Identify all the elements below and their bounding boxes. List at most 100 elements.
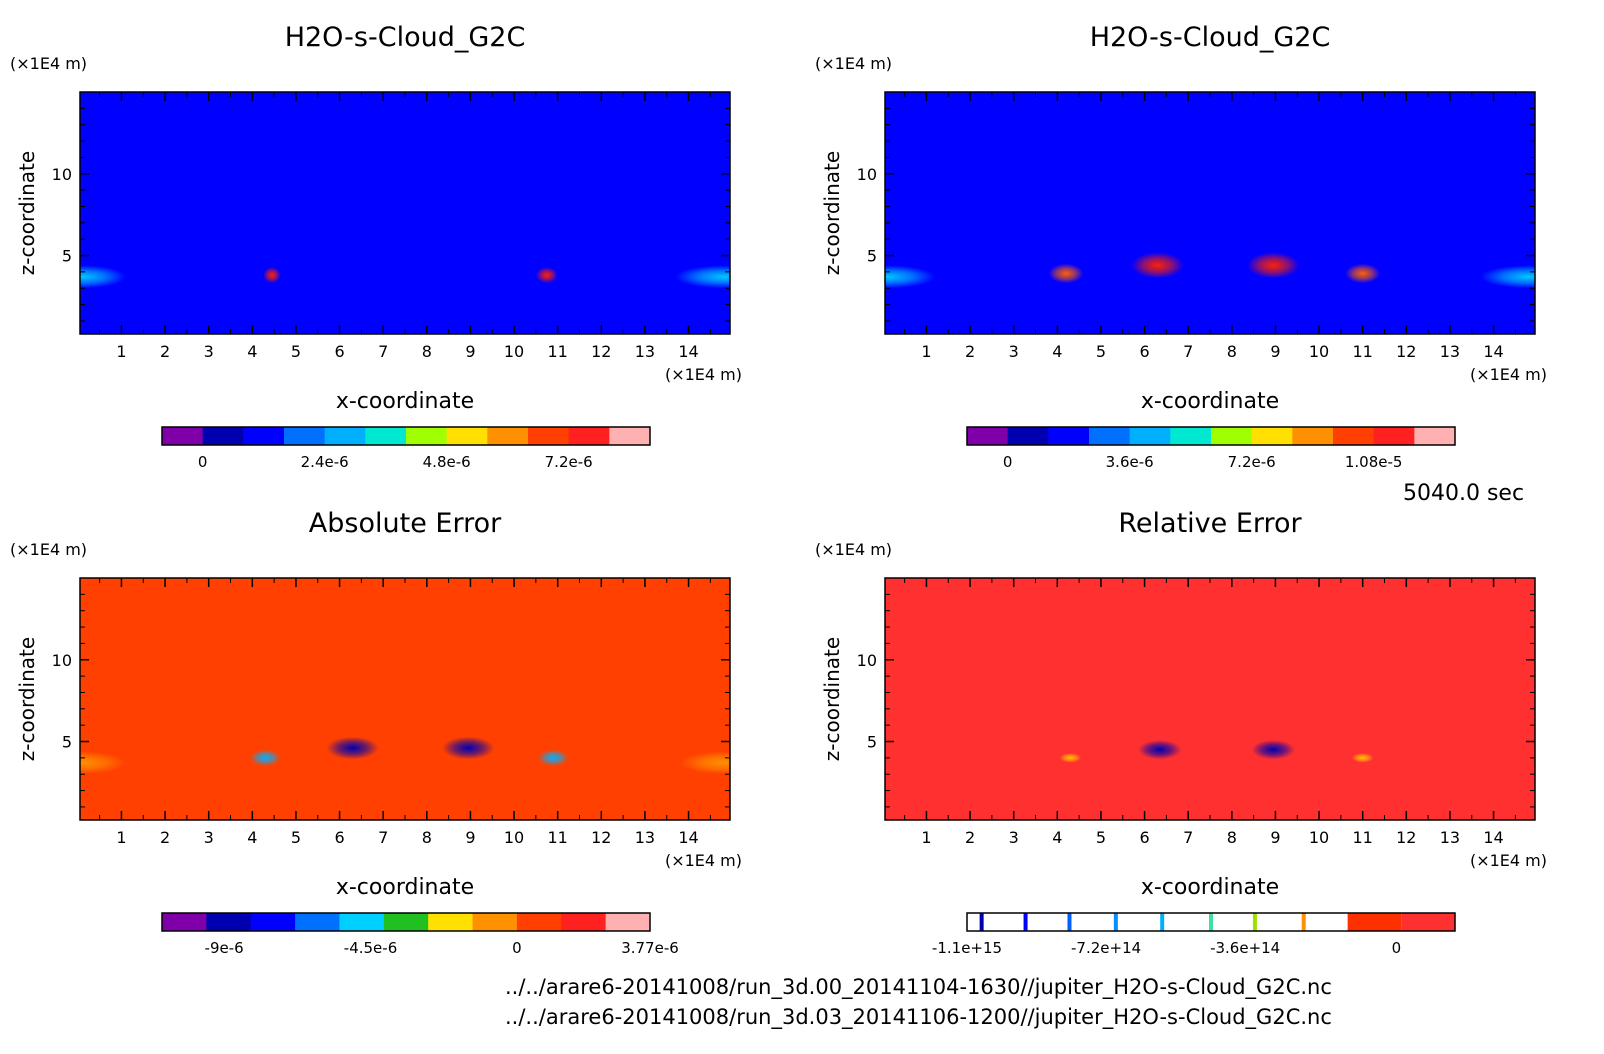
- colorbar-level-line: [1252, 913, 1257, 931]
- colorbar-segment: [324, 427, 366, 445]
- x-tick-label: 11: [548, 342, 568, 361]
- x-tick-label: 8: [1227, 828, 1237, 847]
- x-tick-label: 5: [291, 828, 301, 847]
- x-tick-label: 6: [334, 342, 344, 361]
- x-tick-label: 7: [378, 828, 388, 847]
- colorbar-label: 3.6e-6: [1106, 453, 1154, 471]
- colorbar-segment: [472, 913, 518, 931]
- colorbar-label: -7.2e+14: [1071, 939, 1141, 957]
- x-unit-label: (×1E4 m): [665, 851, 742, 870]
- x-tick-label: 2: [160, 828, 170, 847]
- colorbar-segment: [446, 427, 488, 445]
- x-tick-label: 8: [422, 342, 432, 361]
- data-feature: [80, 265, 126, 289]
- x-tick-label: 4: [247, 342, 257, 361]
- y-unit-label: (×1E4 m): [815, 540, 892, 559]
- x-tick-label: 10: [1309, 342, 1329, 361]
- x-unit-label: (×1E4 m): [665, 365, 742, 384]
- field: [80, 92, 730, 334]
- x-tick-label: 7: [1183, 342, 1193, 361]
- x-tick-label: 6: [1139, 828, 1149, 847]
- data-feature: [679, 751, 730, 775]
- x-tick-label: 5: [291, 342, 301, 361]
- y-axis-label: z-coordinate: [820, 151, 844, 275]
- colorbar-segment: [1347, 913, 1402, 931]
- colorbar-frame: [161, 426, 651, 446]
- colorbar-label: 0: [1392, 939, 1402, 957]
- x-tick-label: 3: [204, 342, 214, 361]
- y-tick-label: 5: [867, 733, 877, 752]
- data-feature: [1247, 252, 1300, 279]
- colorbar-segment: [1048, 427, 1090, 445]
- colorbar-frame: [161, 912, 651, 932]
- x-unit-label: (×1E4 m): [1470, 365, 1547, 384]
- x-tick-label: 12: [1396, 828, 1416, 847]
- y-tick-label: 10: [52, 651, 72, 670]
- colorbar-segment: [1373, 427, 1415, 445]
- panel-2: H2O-s-Cloud_G2C(×1E4 m)(×1E4 m)1 2 3 4 5 6 7 8 9…: [815, 22, 1547, 471]
- data-feature: [1131, 252, 1184, 279]
- colorbar-segment: [250, 913, 296, 931]
- x-tick-label: 12: [1396, 342, 1416, 361]
- footer-path-1: ../../arare6-20141008/run_3d.00_20141104…: [505, 975, 1332, 999]
- colorbar-label: 7.2e-6: [545, 453, 593, 471]
- data-feature: [80, 751, 126, 775]
- colorbar-level-line: [1023, 913, 1028, 931]
- x-tick-label: 3: [1009, 342, 1019, 361]
- colorbar-segment: [1333, 427, 1375, 445]
- x-tick-label: 14: [678, 828, 698, 847]
- colorbar-segment: [568, 427, 610, 445]
- colorbar-segment: [206, 913, 252, 931]
- colorbar-level-line: [1209, 913, 1213, 931]
- field: [80, 578, 730, 820]
- x-tick-label: 6: [334, 828, 344, 847]
- colorbar-segment: [1251, 427, 1293, 445]
- x-tick-label: 8: [1227, 342, 1237, 361]
- colorbar-segment: [383, 913, 429, 931]
- x-tick-label: 12: [591, 342, 611, 361]
- colorbar-label: 2.4e-6: [301, 453, 349, 471]
- x-tick-label: 1: [921, 342, 931, 361]
- footer-path-2: ../../arare6-20141008/run_3d.03_20141106…: [505, 1005, 1332, 1029]
- x-tick-label: 8: [422, 828, 432, 847]
- colorbar-segment: [561, 913, 607, 931]
- y-tick-label: 5: [62, 247, 72, 266]
- data-feature: [1138, 739, 1182, 760]
- x-tick-label: 2: [965, 828, 975, 847]
- colorbar-segment: [162, 913, 207, 931]
- colorbar: -9e-6 -4.5e-6 0 3.77e-6: [161, 912, 679, 957]
- panel-title: Relative Error: [1118, 508, 1302, 539]
- time-stamp: 5040.0 sec: [1403, 481, 1525, 506]
- x-tick-label: 4: [1052, 828, 1062, 847]
- field-background: [80, 578, 730, 820]
- colorbar-label: 4.8e-6: [423, 453, 471, 471]
- y-tick-label: 5: [867, 247, 877, 266]
- data-feature: [1059, 752, 1082, 763]
- colorbar-segment: [1211, 427, 1253, 445]
- colorbar: 0 3.6e-6 7.2e-6 1.08e-5: [966, 426, 1456, 471]
- colorbar-label: -4.5e-6: [344, 939, 397, 957]
- panel-title: Absolute Error: [309, 508, 502, 539]
- y-axis-label: z-coordinate: [15, 637, 39, 761]
- data-feature: [1480, 265, 1535, 289]
- y-tick-label: 5: [62, 733, 72, 752]
- y-unit-label: (×1E4 m): [10, 540, 87, 559]
- colorbar-segment: [162, 427, 204, 445]
- colorbar-segment: [202, 427, 244, 445]
- colorbar-level-line: [1067, 913, 1072, 931]
- x-tick-label: 11: [548, 828, 568, 847]
- y-unit-label: (×1E4 m): [10, 54, 87, 73]
- x-axis-label: x-coordinate: [1141, 875, 1279, 900]
- x-tick-label: 14: [1483, 828, 1503, 847]
- colorbar-frame: [966, 426, 1456, 446]
- colorbar-segment: [487, 427, 529, 445]
- x-tick-label: 9: [1270, 828, 1280, 847]
- colorbar-segment: [609, 427, 651, 445]
- x-tick-label: 9: [465, 342, 475, 361]
- x-axis-label: x-coordinate: [336, 389, 474, 414]
- colorbar-level-line: [1113, 913, 1118, 931]
- data-feature: [442, 736, 495, 760]
- x-tick-label: 7: [378, 342, 388, 361]
- x-tick-label: 3: [204, 828, 214, 847]
- colorbar-label: 0: [512, 939, 522, 957]
